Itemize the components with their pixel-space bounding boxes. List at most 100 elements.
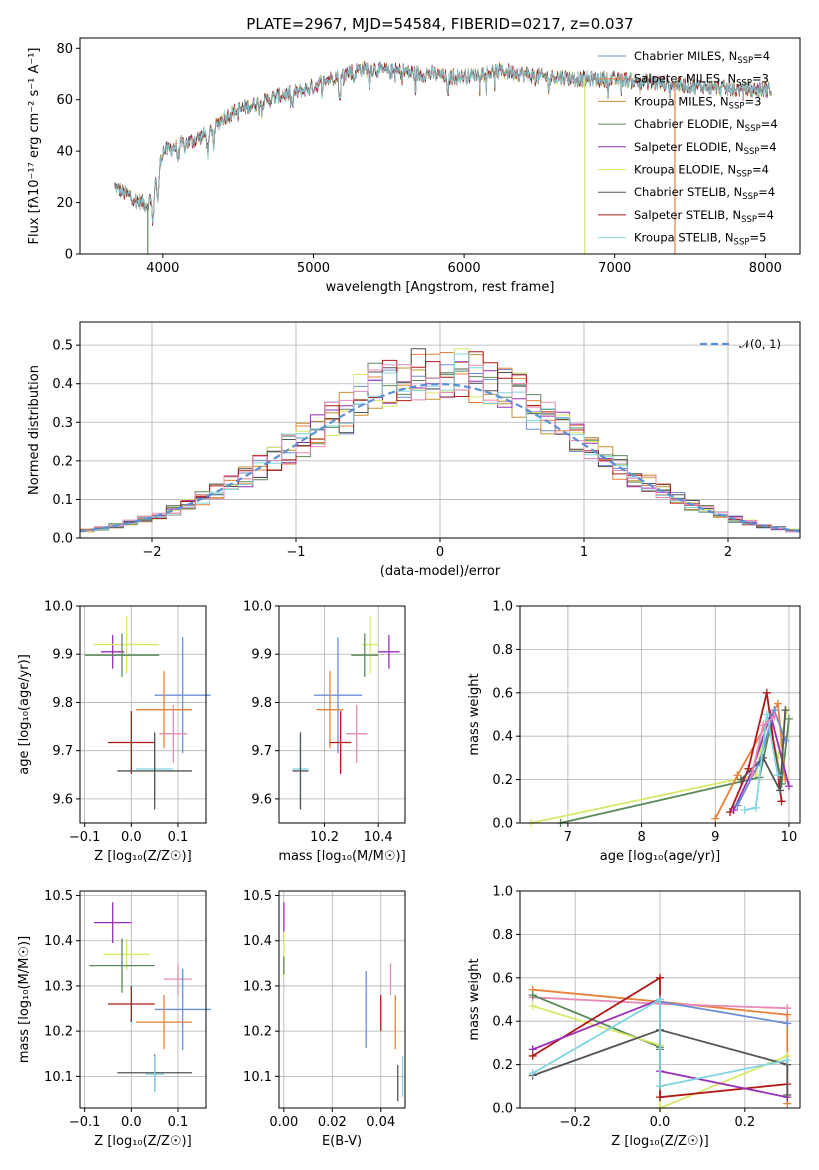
plot-area: [292, 615, 400, 810]
x-tick-label: 9: [711, 830, 719, 845]
data-point: [136, 994, 192, 1050]
x-tick-label: 0.0: [121, 1115, 142, 1130]
weight-marker: [711, 814, 720, 823]
spectrum-line-kroupa-stelib: [114, 60, 772, 224]
data-point: [164, 963, 192, 995]
y-tick-label: 9.8: [52, 696, 73, 711]
y-axis-label: mass weight: [467, 673, 482, 755]
hist-series: [80, 351, 800, 532]
y-tick-label: 10.4: [243, 934, 272, 949]
weight-marker: [759, 721, 768, 730]
x-tick-label: 0.02: [318, 1115, 347, 1130]
plot-area: [79, 348, 801, 533]
x-axis-label: (data-model)/error: [380, 564, 501, 579]
y-tick-label: 9.7: [251, 744, 272, 759]
data-point: [103, 938, 150, 971]
plot-area: [89, 902, 211, 1093]
weight-marker: [733, 771, 742, 780]
y-tick-label: 0: [65, 248, 73, 263]
y-axis-label: age [log₁₀(age/yr)]: [17, 654, 32, 775]
x-tick-label: 5000: [297, 261, 330, 276]
weight-series: [740, 710, 787, 794]
data-point: [89, 938, 155, 993]
weight-marker: [770, 712, 779, 721]
axes-frame: [79, 37, 801, 255]
panel-age_weight: 7 8 9 10 0.0 0.2 0.4 0.6 0.8 1.0 age [log₁₀(age/yr…: [467, 600, 800, 864]
x-tick-label: −1: [286, 545, 305, 560]
y-tick-label: 9.6: [251, 792, 272, 807]
figure-title: PLATE=2967, MJD=54584, FIBERID=0217, z=0…: [246, 15, 633, 33]
weight-marker: [748, 769, 757, 778]
data-point: [313, 637, 363, 754]
weight-marker: [656, 995, 664, 1004]
weight-marker: [656, 1093, 664, 1102]
y-tick-label: 60: [56, 93, 73, 108]
y-axis-label: mass weight: [467, 958, 482, 1040]
data-point: [329, 711, 352, 774]
panel-spectrum: 4000 5000 6000 7000 8000 0 20 40 60 80 wavelength …: [27, 42, 782, 295]
x-tick-label: 0.1: [168, 1115, 189, 1130]
x-tick-label: 1: [580, 545, 588, 560]
x-tick-label: 10.2: [310, 830, 339, 845]
plot-area: [283, 902, 404, 1102]
axes-frame: [79, 321, 801, 539]
panel-z_mass: −0.1 0.0 0.1 10.1 10.2 10.3 10.4 10.5 Z [log₁₀(Z…: [17, 889, 211, 1149]
data-point: [154, 968, 211, 1051]
data-point: [84, 633, 160, 677]
y-tick-label: 0.4: [52, 377, 73, 392]
weight-series: [729, 692, 783, 813]
x-axis-label: mass [log₁₀(M/M☉)]: [278, 849, 405, 864]
weight-marker: [740, 805, 749, 814]
y-tick-label: 10.1: [243, 1070, 272, 1085]
y-tick-label: 0.5: [52, 339, 73, 354]
legend-entry: Chabrier MILES, NSSP=4: [634, 49, 770, 66]
axes-frame: [519, 605, 801, 824]
weight-marker: [528, 1002, 537, 1011]
legend-entry: Chabrier ELODIE, NSSP=4: [634, 117, 778, 134]
y-tick-label: 0.4: [492, 730, 513, 745]
x-tick-label: 8: [637, 830, 645, 845]
x-axis-label: E(B-V): [322, 1134, 362, 1149]
normal-curve: [79, 382, 801, 533]
plot-area: [114, 60, 772, 254]
legend-entry: Kroupa ELODIE, NSSP=4: [634, 163, 769, 180]
y-tick-label: 20: [56, 196, 73, 211]
x-axis-label: wavelength [Angstrom, rest frame]: [326, 280, 555, 295]
x-tick-label: 7: [564, 830, 572, 845]
weight-marker: [781, 706, 790, 715]
hist-series: [80, 364, 800, 533]
y-tick-label: 9.7: [52, 744, 73, 759]
y-tick-label: 0.8: [492, 928, 513, 943]
y-tick-label: 9.8: [251, 696, 272, 711]
data-point: [108, 985, 155, 1023]
weight-series: [659, 1000, 788, 1025]
legend-entry: Salpeter ELODIE, NSSP=4: [634, 140, 777, 157]
y-tick-label: 10.3: [44, 979, 73, 994]
y-tick-label: 0.0: [492, 817, 513, 832]
data-point: [94, 615, 160, 674]
weight-series: [736, 707, 787, 807]
y-tick-label: 0.4: [492, 1015, 513, 1030]
y-tick-label: 0.3: [52, 416, 73, 431]
weight-marker: [528, 1045, 537, 1054]
plot-area: [528, 973, 792, 1112]
x-tick-label: 0.2: [735, 1115, 756, 1130]
y-tick-label: 0.1: [52, 493, 73, 508]
panel-z_weight: −0.2 0.0 0.2 0.0 0.2 0.4 0.6 0.8 1.0 Z [log₁₀(Z/Z…: [467, 885, 800, 1149]
weight-series: [714, 700, 787, 820]
y-tick-label: 9.9: [52, 648, 73, 663]
y-tick-label: 0.0: [492, 1102, 513, 1117]
x-tick-label: −2: [142, 545, 161, 560]
y-axis-label: Flux [fλ10⁻¹⁷ erg cm⁻² s⁻¹ A⁻¹]: [27, 48, 42, 245]
x-tick-label: 4000: [146, 261, 179, 276]
x-axis-label: Z [log₁₀(Z/Z☉)]: [94, 849, 191, 864]
data-point: [145, 1056, 164, 1093]
data-point: [346, 704, 368, 763]
data-point: [316, 671, 344, 749]
legend-entry: 𝒩(0, 1): [739, 337, 781, 351]
legend-entry: Salpeter MILES, NSSP=3: [634, 72, 769, 89]
data-point: [159, 704, 188, 763]
y-tick-label: 1.0: [492, 885, 513, 900]
y-tick-label: 10.2: [44, 1025, 73, 1040]
